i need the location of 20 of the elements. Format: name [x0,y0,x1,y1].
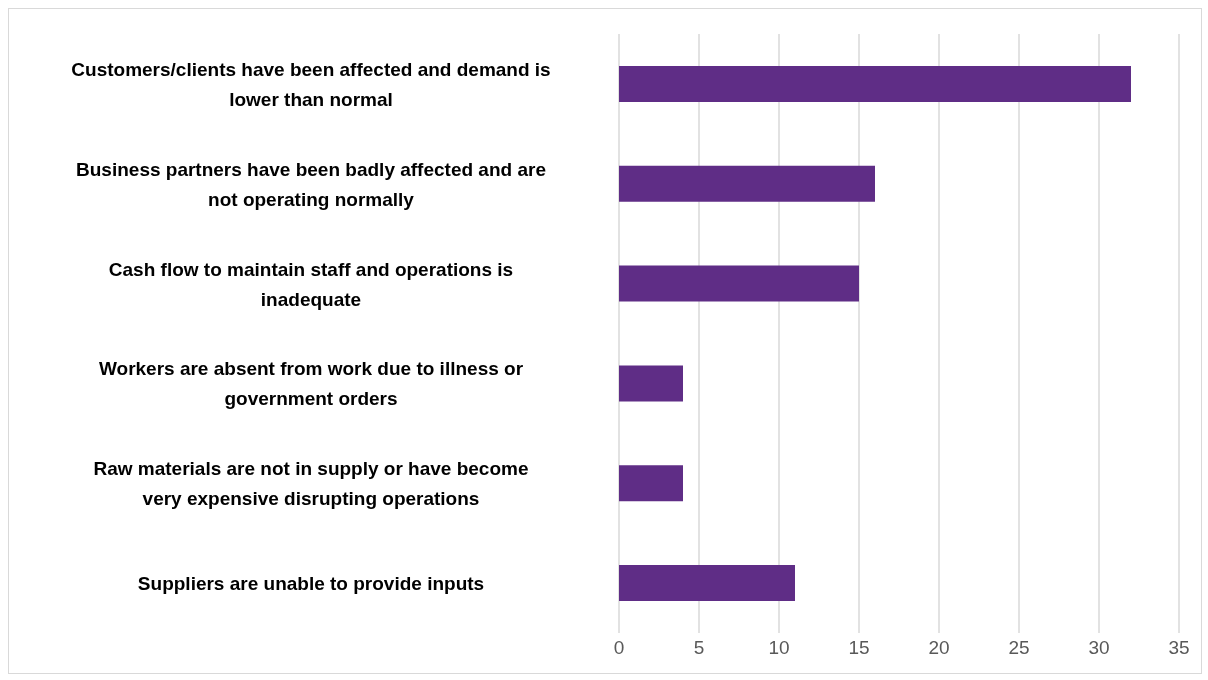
y-tick-label: Raw materials are not in supply or have become very expensive disrupting operations [93,457,529,509]
x-tick-label: 5 [693,637,705,659]
bar [619,365,683,402]
x-tick-label: 15 [848,637,870,659]
x-tick-label: 10 [768,637,790,659]
x-tick-label: 25 [1008,637,1030,659]
bar [619,265,859,302]
y-tick-label: Customers/clients have been affected and demand is lower than normal [71,58,551,110]
bar [619,465,683,502]
x-tick-label: 35 [1168,637,1190,659]
y-tick-label: Cash flow to maintain staff and operations is inadequate [108,258,514,310]
x-tick-label: 20 [928,637,950,659]
bar [619,65,1131,102]
y-tick-label: Business partners have been badly affected and are not operating normally [76,158,546,210]
y-tick-label: Workers are absent from work due to illness or government orders [98,357,524,409]
bar [619,165,875,202]
x-tick-label: 0 [613,637,625,659]
y-tick-label: Suppliers are unable to provide inputs [137,572,485,594]
x-tick-label: 30 [1088,637,1110,659]
bar [619,565,795,602]
